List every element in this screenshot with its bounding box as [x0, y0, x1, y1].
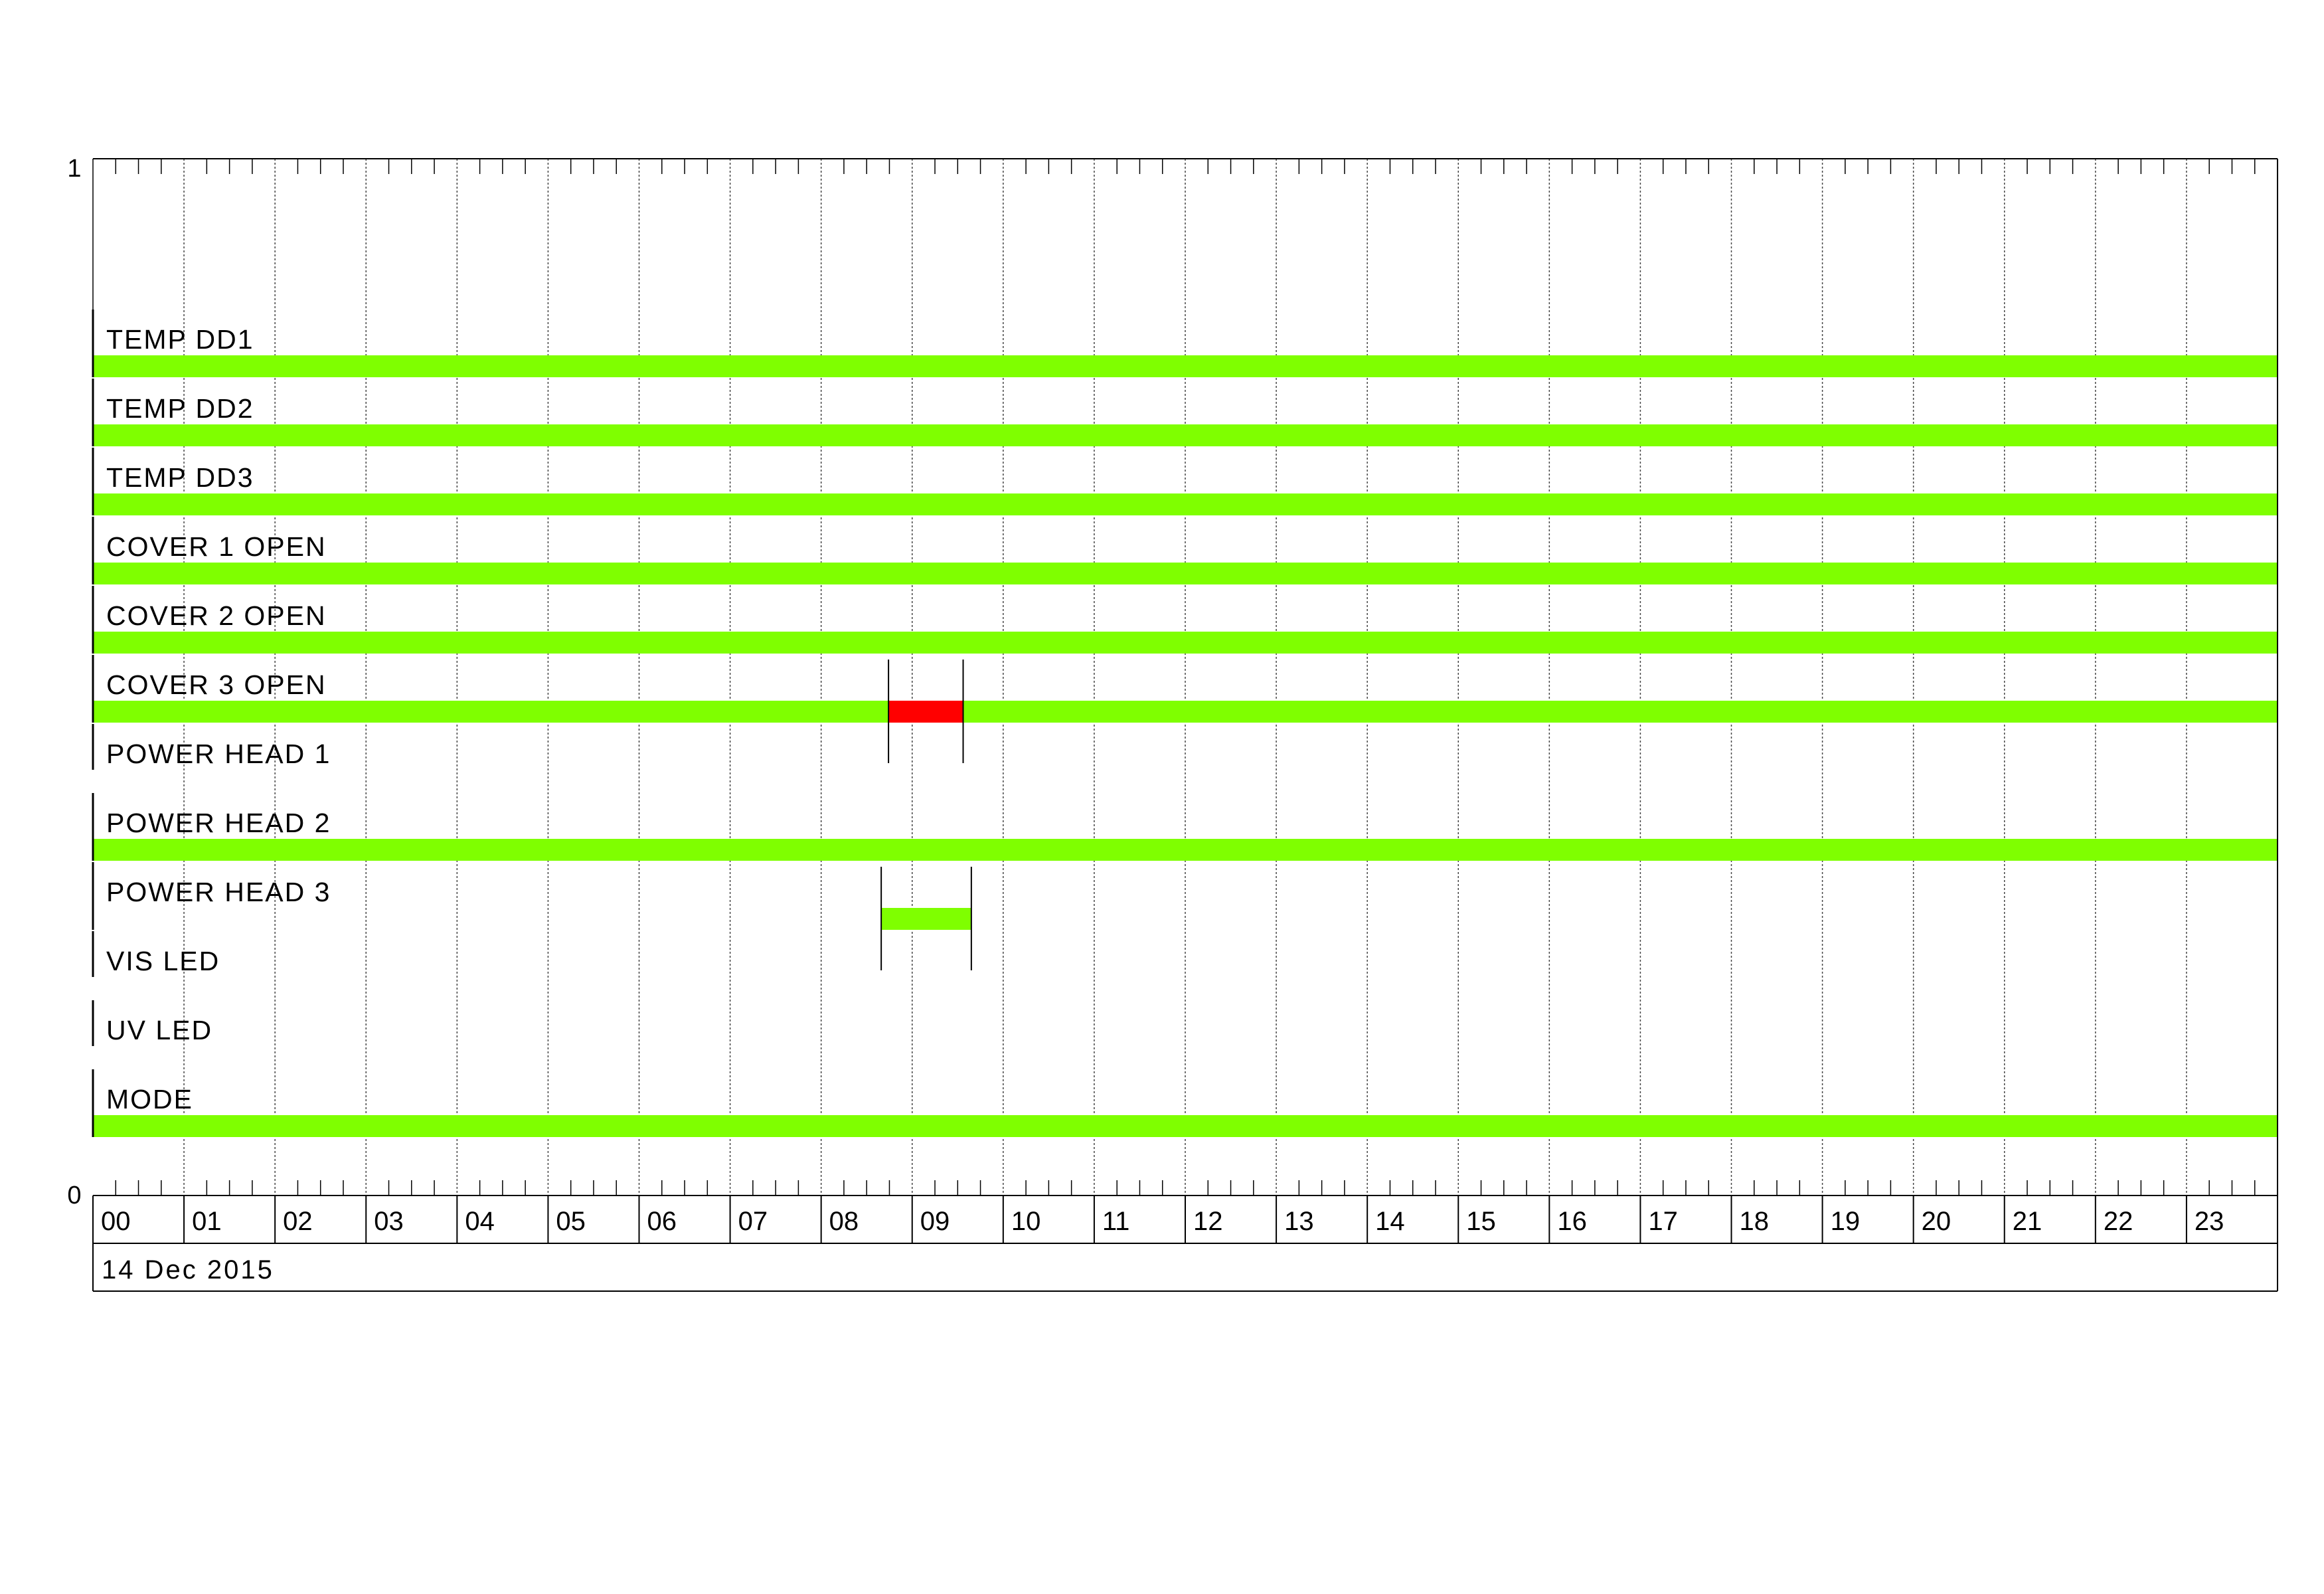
x-tick-label: 14 [1375, 1207, 1405, 1236]
bars-layer [93, 355, 2278, 1137]
row-label: MODE [106, 1084, 193, 1114]
x-tick-label: 22 [2104, 1207, 2133, 1236]
state-bar-ok [93, 355, 2278, 377]
axes-layer: 00 01 02 03 04 05 06 07 08 09 10 11 12 13 14 15 16 17 18 19… [92, 158, 2278, 1292]
state-bar-ok [963, 701, 2278, 723]
row-label: UV LED [106, 1015, 212, 1045]
x-tick-label: 05 [556, 1207, 586, 1236]
row-label: COVER 3 OPEN [106, 669, 327, 700]
x-tick-label: 17 [1648, 1207, 1678, 1236]
x-tick-label: 12 [1193, 1207, 1223, 1236]
x-tick-label: 11 [1102, 1207, 1130, 1236]
row-label: VIS LED [106, 946, 220, 976]
x-tick-label: 03 [374, 1207, 404, 1236]
row-label: POWER HEAD 2 [106, 808, 331, 838]
y-tick-top: 1 [67, 155, 81, 183]
x-tick-label: 10 [1011, 1207, 1041, 1236]
state-bar-ok [93, 701, 889, 723]
x-tick-label: 18 [1740, 1207, 1770, 1236]
row-label: TEMP DD1 [106, 324, 254, 355]
x-tick-label: 06 [647, 1207, 677, 1236]
x-tick-label: 21 [2013, 1207, 2042, 1236]
x-tick-label: 13 [1284, 1207, 1314, 1236]
x-tick-label: 00 [101, 1207, 131, 1236]
state-bar-ok [93, 839, 2278, 861]
x-tick-label: 23 [2195, 1207, 2224, 1236]
y-tick-bottom: 0 [67, 1182, 81, 1209]
state-bar-ok [93, 493, 2278, 515]
row-label: POWER HEAD 3 [106, 877, 331, 907]
date-label: 14 Dec 2015 [102, 1255, 274, 1284]
state-bar-ok [93, 563, 2278, 584]
row-label: COVER 1 OPEN [106, 531, 327, 562]
x-tick-label: 19 [1831, 1207, 1861, 1236]
x-tick-label: 02 [283, 1207, 313, 1236]
row-label: POWER HEAD 1 [106, 739, 331, 769]
x-tick-label: 09 [920, 1207, 950, 1236]
state-bar-ok [93, 1115, 2278, 1137]
state-bar-alarm [888, 701, 963, 723]
x-tick-label: 07 [738, 1207, 768, 1236]
x-tick-label: 15 [1466, 1207, 1496, 1236]
row-label: TEMP DD2 [106, 393, 254, 424]
x-tick-label: 04 [465, 1207, 495, 1236]
state-bar-ok [93, 632, 2278, 654]
state-bar-ok [93, 424, 2278, 446]
row-label: TEMP DD3 [106, 462, 254, 493]
x-tick-label: 01 [192, 1207, 222, 1236]
state-bar-ok [881, 908, 971, 930]
x-tick-label: 20 [1922, 1207, 1951, 1236]
row-label: COVER 2 OPEN [106, 600, 327, 631]
grid-layer [183, 159, 2187, 1196]
x-tick-label: 08 [829, 1207, 859, 1236]
x-tick-label: 16 [1557, 1207, 1587, 1236]
